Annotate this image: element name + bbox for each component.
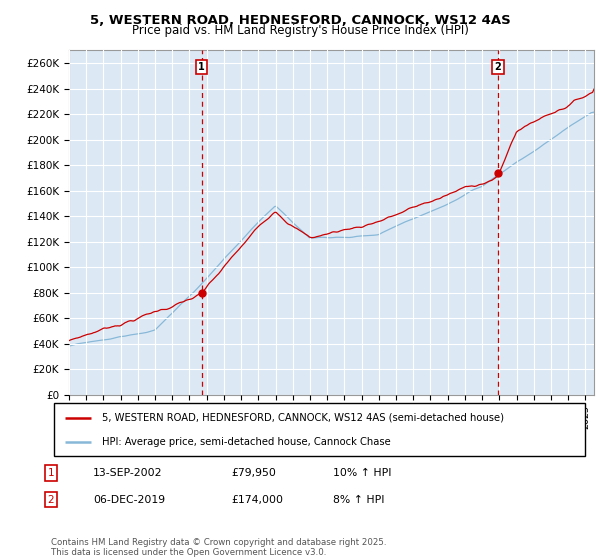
Text: 5, WESTERN ROAD, HEDNESFORD, CANNOCK, WS12 4AS: 5, WESTERN ROAD, HEDNESFORD, CANNOCK, WS…: [89, 14, 511, 27]
Text: Price paid vs. HM Land Registry's House Price Index (HPI): Price paid vs. HM Land Registry's House …: [131, 24, 469, 37]
Text: 10% ↑ HPI: 10% ↑ HPI: [333, 468, 392, 478]
Text: 06-DEC-2019: 06-DEC-2019: [93, 494, 165, 505]
Text: Contains HM Land Registry data © Crown copyright and database right 2025.
This d: Contains HM Land Registry data © Crown c…: [51, 538, 386, 557]
Text: 1: 1: [47, 468, 55, 478]
Text: 13-SEP-2002: 13-SEP-2002: [93, 468, 163, 478]
Text: 8% ↑ HPI: 8% ↑ HPI: [333, 494, 385, 505]
Text: 1: 1: [198, 62, 205, 72]
Text: £174,000: £174,000: [231, 494, 283, 505]
Text: 2: 2: [47, 494, 55, 505]
Text: £79,950: £79,950: [231, 468, 276, 478]
Text: 5, WESTERN ROAD, HEDNESFORD, CANNOCK, WS12 4AS (semi-detached house): 5, WESTERN ROAD, HEDNESFORD, CANNOCK, WS…: [102, 413, 504, 423]
Text: 2: 2: [494, 62, 502, 72]
Text: HPI: Average price, semi-detached house, Cannock Chase: HPI: Average price, semi-detached house,…: [102, 437, 391, 447]
